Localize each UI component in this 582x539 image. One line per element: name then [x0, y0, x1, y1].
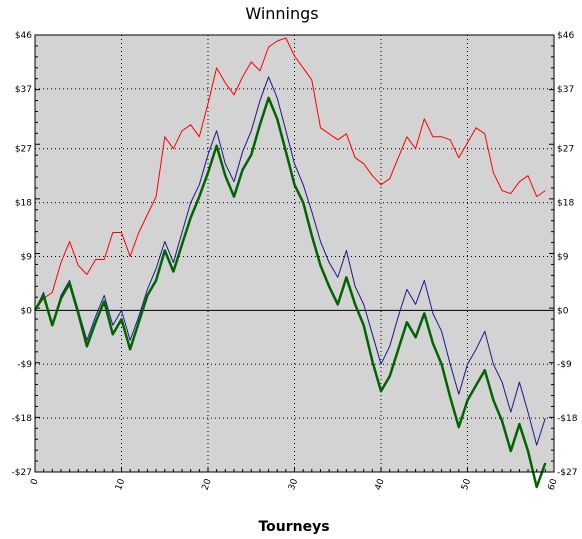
plot-border	[34, 34, 555, 473]
x-tick-label: 20	[201, 477, 214, 491]
y-tick-label-left: $37	[15, 85, 32, 95]
y-tick-label-right: $18	[557, 199, 574, 209]
y-tick-label-right: $9	[557, 252, 569, 262]
y-tick-label-left: $27	[15, 145, 32, 155]
y-tick-label-right: -$27	[557, 468, 577, 478]
series-line-2	[34, 76, 546, 446]
y-tick-label-left: $18	[15, 199, 32, 209]
series-line-1	[34, 37, 546, 311]
y-tick-label-left: $46	[15, 31, 32, 41]
chart-title: Winnings	[245, 4, 318, 23]
series-line-3	[33, 96, 547, 489]
x-tick-label: 50	[460, 477, 473, 491]
plot-background	[35, 35, 554, 472]
plot-area: $46 $46 $37 $37 $27 $27 $18 $18 $9 $9 $0 $0 -$9 -$9 -$…	[12, 31, 578, 492]
y-tick-label-left: -$18	[12, 414, 33, 424]
y-tick-label-right: $46	[557, 31, 574, 41]
x-tick-label: 30	[287, 477, 300, 491]
y-tick-label-right: $37	[557, 85, 574, 95]
y-tick-label-left: $0	[21, 306, 33, 316]
x-tick-label: 10	[114, 477, 127, 491]
y-tick-label-right: -$18	[557, 414, 578, 424]
y-tick-label-left: $9	[21, 252, 33, 262]
x-tick-label: 0	[29, 477, 40, 486]
y-tick-label-right: $0	[557, 306, 569, 316]
x-tick-label: 60	[547, 477, 560, 491]
y-tick-label-left: -$27	[12, 468, 32, 478]
x-tick-label: 40	[374, 477, 387, 491]
y-tick-label-left: -$9	[17, 360, 32, 370]
y-tick-label-right: -$9	[557, 360, 572, 370]
x-axis-label: Tourneys	[258, 519, 329, 535]
y-tick-label-right: $27	[557, 145, 574, 155]
